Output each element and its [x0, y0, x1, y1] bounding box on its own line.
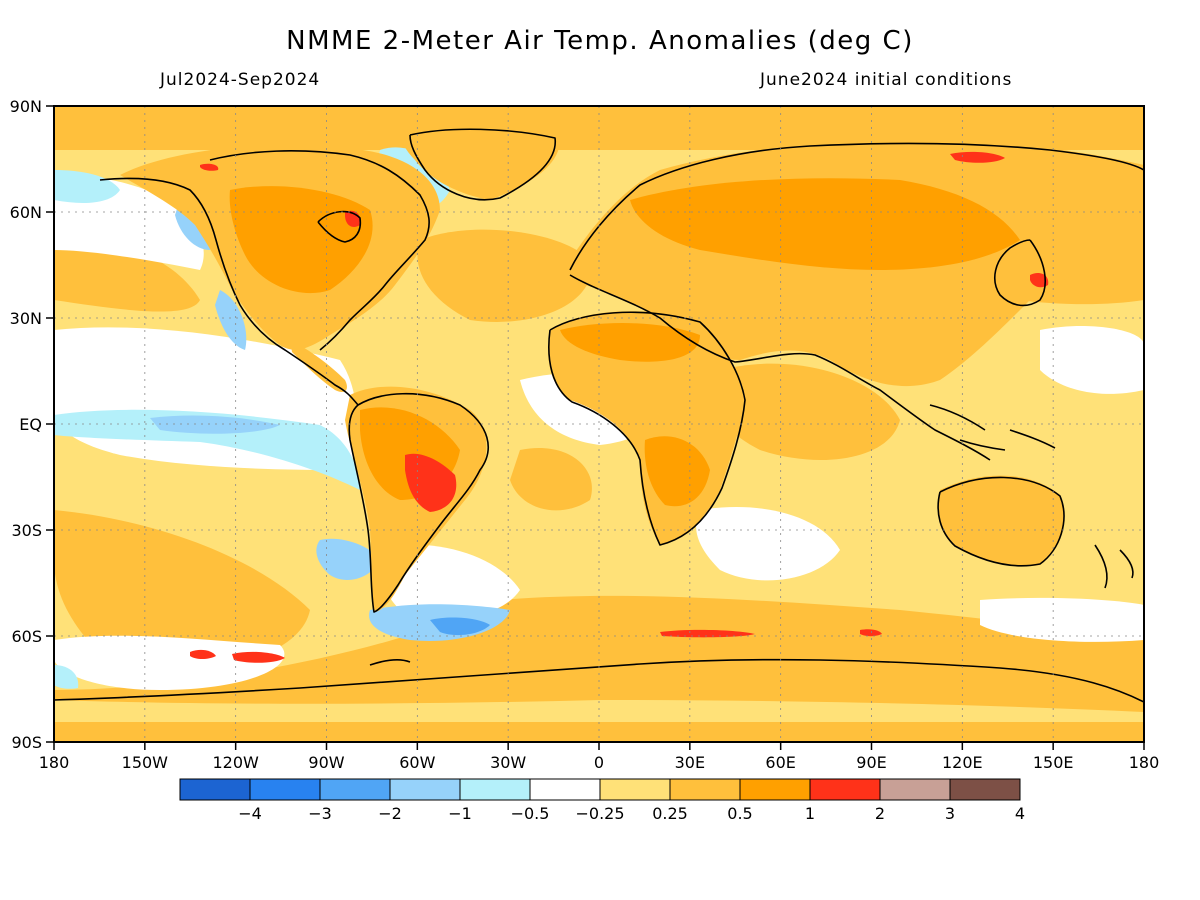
coast-new-zealand: [1094, 544, 1134, 589]
warm-indian-ocean: [712, 363, 900, 460]
neutral-wpacific: [1040, 325, 1144, 394]
coast-south-eurasia: [569, 274, 991, 461]
coast-east-asia: [994, 239, 1046, 307]
latitude-label: 60S: [11, 627, 42, 646]
colorbar-label: 0.25: [652, 804, 688, 823]
colorbar-swatch: [249, 778, 321, 801]
neutral-southern-pacific: [54, 635, 285, 690]
colorbar-swatch: [179, 778, 251, 801]
colorbar-swatch: [809, 778, 881, 801]
colorbar-swatch: [669, 778, 741, 801]
colorbar-label: −0.25: [575, 804, 624, 823]
australia: [938, 475, 1064, 567]
longitude-label: 150W: [122, 753, 169, 772]
cooler-california: [215, 290, 247, 350]
hot-alaska-north: [200, 163, 219, 171]
sahara-warm: [560, 323, 700, 362]
colorbar-swatch: [529, 778, 601, 801]
longitude-label: 90W: [308, 753, 344, 772]
latitude-label: 30S: [11, 521, 42, 540]
colorbar-swatch: [739, 778, 811, 801]
longitude-label: 90E: [856, 753, 886, 772]
latitude-label: EQ: [19, 415, 42, 434]
colorbar-label: 2: [875, 804, 885, 823]
warm-satlantic: [510, 448, 592, 511]
latitude-label: 30N: [10, 309, 42, 328]
cool-south-pacific-edge: [54, 665, 79, 689]
longitude-label: 60E: [765, 753, 795, 772]
warm-npacific-east: [54, 239, 200, 312]
map-title: NMME 2-Meter Air Temp. Anomalies (deg C): [286, 26, 914, 56]
colorbar-swatch: [949, 778, 1021, 801]
hot-spacific-1: [190, 649, 216, 659]
warm-spacific: [54, 510, 310, 673]
coast-west-north-america: [99, 177, 359, 406]
coast-hudson-bay: [317, 210, 362, 243]
longitude-labels: 180 150W 120W 90W 60W 30W 0 30E 60E 90E 120E 150E 18…: [39, 742, 1160, 772]
coast-africa: [548, 311, 746, 546]
colorbar-swatch: [459, 778, 531, 801]
latitude-label: 90N: [10, 97, 42, 116]
colorbar: −4 −3 −2 −1 −0.5 −0.25 0.25 0.5 1 2 3 4: [179, 778, 1025, 823]
longitude-label: 30W: [490, 753, 526, 772]
graticule: [54, 106, 1144, 742]
coast-south-america: [348, 392, 489, 613]
coast-maritime-continent: [929, 404, 1056, 451]
longitude-label: 180: [1129, 753, 1160, 772]
colorbar-label: 4: [1015, 804, 1025, 823]
hot-southern-ocean-1: [660, 629, 755, 638]
colorbar-label: −1: [448, 804, 472, 823]
coolest-drake-passage: [430, 617, 490, 636]
longitude-label: 0: [594, 753, 604, 772]
hot-southern-ocean-2: [860, 629, 882, 637]
colorbar-swatch: [599, 778, 671, 801]
hot-japan: [1030, 273, 1049, 288]
longitude-label: 60W: [399, 753, 435, 772]
hot-spacific-2: [232, 651, 285, 663]
colorbar-label: 1: [805, 804, 815, 823]
central-america: [290, 340, 347, 392]
latitude-labels: 90N 60N 30N EQ 30S 60S 90S: [10, 97, 54, 752]
coast-east-north-america: [209, 150, 430, 351]
latitude-label: 60N: [10, 203, 42, 222]
colorbar-swatch: [879, 778, 951, 801]
colorbar-swatch: [319, 778, 391, 801]
coast-australia: [937, 476, 1065, 567]
coast-antarctic-peninsula: [369, 659, 411, 666]
neutral-southern-west: [980, 597, 1144, 642]
latitude-label: 90S: [11, 733, 42, 752]
coast-antarctica: [54, 658, 1144, 703]
cool-equatorial-pacific: [54, 409, 360, 490]
coastlines: [54, 128, 1144, 703]
colorbar-label: −4: [238, 804, 262, 823]
eurasia-core: [630, 178, 1020, 270]
neutral-indian-south: [696, 506, 840, 581]
longitude-label: 180: [39, 753, 70, 772]
south-africa-warm: [644, 436, 710, 507]
colorbar-label: −2: [378, 804, 402, 823]
colorbar-label: 3: [945, 804, 955, 823]
hot-siberia: [950, 151, 1005, 163]
colorbar-swatch: [389, 778, 461, 801]
coast-greenland: [409, 128, 556, 201]
warm-natlantic: [417, 229, 592, 322]
longitude-label: 150E: [1033, 753, 1074, 772]
cool-bering: [54, 170, 120, 203]
coast-north-eurasia: [569, 142, 1144, 271]
colorbar-label: 0.5: [727, 804, 752, 823]
longitude-label: 120W: [212, 753, 259, 772]
colorbar-label: −0.5: [511, 804, 550, 823]
hot-south-america: [405, 453, 457, 512]
cooler-equatorial-pacific: [150, 415, 280, 434]
colorbar-label: −3: [308, 804, 332, 823]
longitude-label: 30E: [675, 753, 705, 772]
longitude-label: 120E: [942, 753, 983, 772]
cooler-chile-coast: [316, 538, 380, 580]
forecast-period: Jul2024-Sep2024: [160, 70, 321, 90]
neutral-satlantic-south: [381, 544, 520, 619]
greenland: [400, 124, 560, 200]
initial-conditions: June2024 initial conditions: [760, 70, 1013, 90]
